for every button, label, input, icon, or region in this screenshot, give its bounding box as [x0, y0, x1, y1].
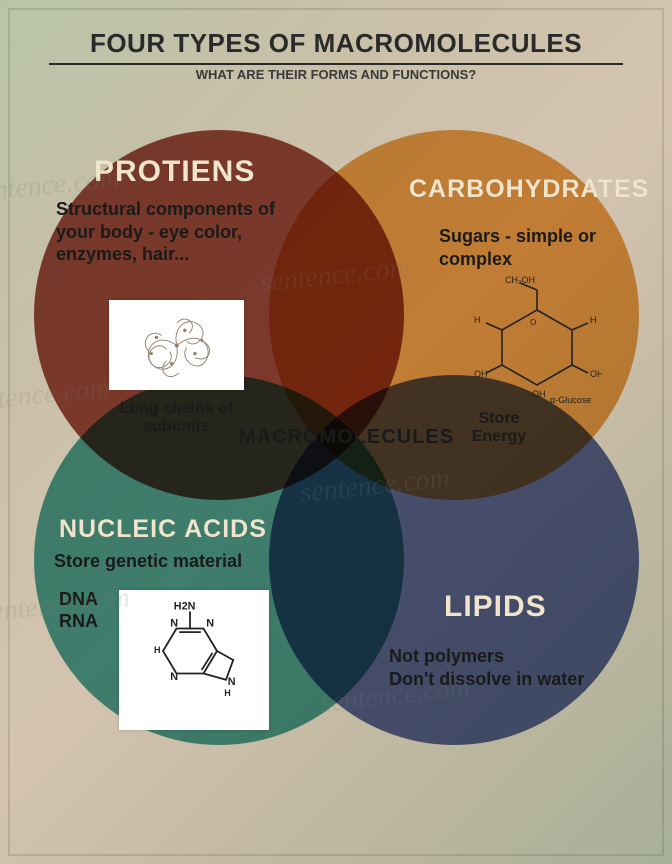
heading-carbohydrates: CARBOHYDRATES — [409, 175, 649, 204]
heading-nucleic-acids: NUCLEIC ACIDS — [59, 515, 267, 544]
svg-text:H: H — [590, 315, 597, 325]
svg-text:CH₂OH: CH₂OH — [505, 275, 535, 285]
svg-text:O: O — [530, 318, 536, 327]
adenine-formula: H2N — [173, 601, 195, 613]
svg-text:N: N — [170, 671, 178, 683]
svg-text:OH: OH — [474, 369, 488, 379]
desc-lipids: Not polymers Don't dissolve in water — [389, 645, 629, 690]
glucose-molecule-icon: CH₂OH H OH OH H OH O α-Glucose — [472, 275, 602, 405]
page-subtitle: WHAT ARE THEIR FORMS AND FUNCTIONS? — [24, 67, 648, 82]
svg-text:H: H — [224, 688, 231, 698]
desc-lipids-text: Not polymers Don't dissolve in water — [389, 646, 584, 689]
svg-text:OH: OH — [532, 389, 546, 399]
label-rna: RNA — [59, 610, 98, 633]
heading-proteins: PROTIENS — [94, 155, 255, 189]
title-underline — [49, 63, 623, 65]
glucose-label: α-Glucose — [550, 395, 591, 405]
overlap-left: Long chains of subunits — [109, 400, 244, 436]
page-title: FOUR TYPES OF MACROMOLECULES — [24, 28, 648, 59]
center-label: MACROMOLECULES — [239, 426, 439, 449]
desc-nucleic-acids: Store genetic material — [54, 550, 274, 573]
venn-diagram: PROTIENS CARBOHYDRATES NUCLEIC ACIDS LIP… — [24, 90, 648, 810]
adenine-molecule-icon: H2N N N N N H H — [119, 590, 269, 730]
svg-text:H: H — [474, 315, 481, 325]
svg-text:OH: OH — [590, 369, 602, 379]
label-dna: DNA — [59, 588, 98, 611]
desc-carbohydrates: Sugars - simple or complex — [439, 225, 629, 270]
protein-molecule-icon — [109, 300, 244, 390]
svg-text:N: N — [170, 618, 178, 630]
infographic-frame: FOUR TYPES OF MACROMOLECULES WHAT ARE TH… — [8, 8, 664, 856]
desc-proteins: Structural components of your body - eye… — [56, 198, 286, 266]
overlap-right: Store Energy — [454, 410, 544, 446]
svg-text:N: N — [206, 618, 214, 630]
heading-lipids: LIPIDS — [444, 590, 547, 624]
svg-text:H: H — [154, 645, 161, 655]
svg-text:N: N — [227, 676, 235, 688]
